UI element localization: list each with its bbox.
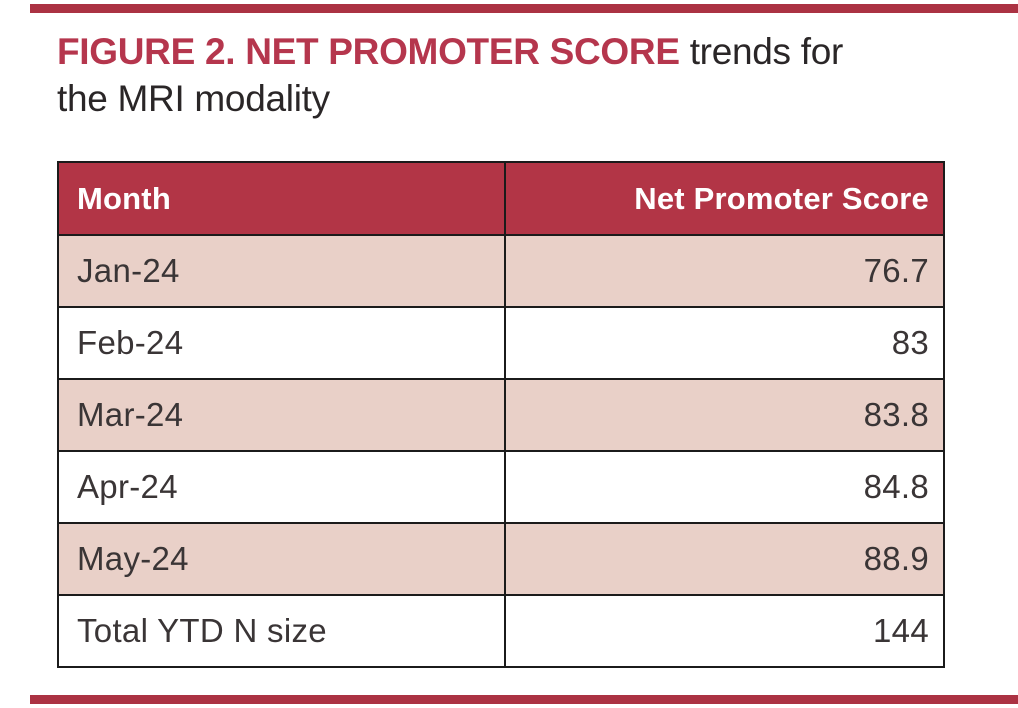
month-cell: May-24 — [57, 522, 506, 596]
nps-table: Month Net Promoter Score Jan-24 76.7 Feb-2… — [57, 161, 946, 668]
figure-title-rest: trends for — [679, 31, 844, 72]
score-cell: 83.8 — [503, 378, 946, 452]
table-row: Feb-24 83 — [57, 306, 946, 380]
table-row: May-24 88.9 — [57, 522, 946, 596]
figure-title-emphasis: FIGURE 2. NET PROMOTER SCORE — [57, 31, 680, 72]
month-cell: Apr-24 — [57, 450, 506, 524]
month-cell: Jan-24 — [57, 234, 506, 308]
month-cell: Feb-24 — [57, 306, 506, 380]
table-row: Mar-24 83.8 — [57, 378, 946, 452]
table-header-row: Month Net Promoter Score — [57, 161, 946, 236]
table-row: Apr-24 84.8 — [57, 450, 946, 524]
score-cell: 88.9 — [503, 522, 946, 596]
figure-title-line2: the MRI modality — [57, 78, 330, 119]
top-accent-bar — [30, 4, 1018, 13]
month-cell: Total YTD N size — [57, 594, 506, 668]
table-row: Total YTD N size 144 — [57, 594, 946, 668]
col-header-month: Month — [57, 161, 506, 236]
col-header-score: Net Promoter Score — [503, 161, 946, 236]
month-cell: Mar-24 — [57, 378, 506, 452]
figure-title: FIGURE 2. NET PROMOTER SCORE trends for … — [57, 28, 957, 122]
score-cell: 83 — [503, 306, 946, 380]
table-row: Jan-24 76.7 — [57, 234, 946, 308]
score-cell: 76.7 — [503, 234, 946, 308]
score-cell: 144 — [503, 594, 946, 668]
bottom-accent-bar — [30, 695, 1018, 704]
score-cell: 84.8 — [503, 450, 946, 524]
